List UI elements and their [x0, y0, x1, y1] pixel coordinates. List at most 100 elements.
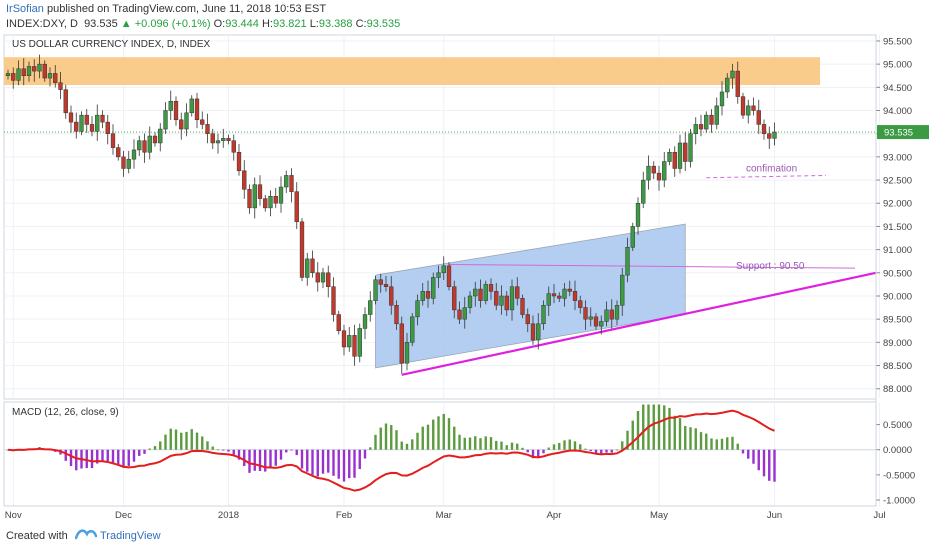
price-chart[interactable]: Nov Dec 2018 Feb Mar Apr May Jun Jul 95.500 95.000… — [0, 34, 932, 522]
candle[interactable] — [709, 109, 714, 133]
candle[interactable] — [315, 262, 320, 292]
candle[interactable] — [100, 110, 105, 129]
candle[interactable] — [126, 150, 131, 174]
candle[interactable] — [215, 133, 221, 154]
candle[interactable] — [273, 187, 278, 209]
candle[interactable] — [242, 160, 247, 199]
candle[interactable] — [16, 60, 21, 86]
candle[interactable] — [714, 97, 719, 130]
candle[interactable] — [11, 67, 16, 89]
candle[interactable] — [467, 291, 473, 314]
candle[interactable] — [525, 308, 530, 333]
candle[interactable] — [725, 73, 730, 98]
candle[interactable] — [441, 256, 446, 280]
candle[interactable] — [504, 291, 509, 316]
candle[interactable] — [184, 103, 189, 137]
candle[interactable] — [588, 307, 593, 327]
candle[interactable] — [462, 296, 467, 329]
candle[interactable] — [263, 194, 268, 212]
candle[interactable] — [751, 97, 756, 116]
candle[interactable] — [357, 323, 362, 363]
candle[interactable] — [583, 300, 588, 330]
candle[interactable] — [179, 112, 184, 140]
candle[interactable] — [74, 112, 79, 139]
candle[interactable] — [152, 132, 158, 147]
candle[interactable] — [68, 105, 74, 133]
candle[interactable] — [336, 310, 341, 335]
candle[interactable] — [158, 123, 163, 152]
candle[interactable] — [347, 327, 352, 352]
candle[interactable] — [693, 117, 698, 145]
candle[interactable] — [756, 99, 761, 134]
candle[interactable] — [735, 61, 740, 104]
candle[interactable] — [572, 280, 578, 311]
candle[interactable] — [189, 95, 194, 117]
candle[interactable] — [47, 67, 53, 87]
candle[interactable] — [446, 262, 452, 291]
candle[interactable] — [362, 307, 368, 340]
candle[interactable] — [284, 170, 289, 194]
candle[interactable] — [746, 99, 751, 124]
candle[interactable] — [299, 218, 305, 282]
candle[interactable] — [688, 128, 693, 168]
candle[interactable] — [452, 280, 457, 319]
candle[interactable] — [168, 90, 173, 121]
candle[interactable] — [310, 250, 315, 278]
candle[interactable] — [578, 295, 583, 314]
candle[interactable] — [425, 280, 431, 308]
candle[interactable] — [772, 122, 777, 146]
candle[interactable] — [620, 267, 625, 316]
candle[interactable] — [761, 119, 767, 140]
candle[interactable] — [58, 72, 63, 100]
candle[interactable] — [662, 152, 667, 188]
candle[interactable] — [562, 283, 567, 307]
candle[interactable] — [389, 276, 394, 315]
candle[interactable] — [210, 128, 215, 149]
candle[interactable] — [483, 280, 488, 305]
candle[interactable] — [520, 294, 525, 319]
candle[interactable] — [89, 116, 95, 137]
candle[interactable] — [698, 114, 704, 137]
candle[interactable] — [488, 278, 494, 300]
tradingview-brand[interactable]: TradingView — [100, 530, 161, 542]
candle[interactable] — [541, 300, 546, 330]
tradingview-logo-icon[interactable] — [75, 527, 97, 541]
candle[interactable] — [509, 279, 515, 321]
candle[interactable] — [231, 134, 236, 161]
candle[interactable] — [641, 171, 646, 209]
candle[interactable] — [651, 161, 656, 180]
candle[interactable] — [415, 294, 420, 326]
candle[interactable] — [683, 132, 688, 172]
candle[interactable] — [142, 133, 147, 163]
candle[interactable] — [331, 277, 336, 322]
candle[interactable] — [226, 134, 231, 145]
candle[interactable] — [32, 59, 37, 82]
candle[interactable] — [221, 128, 226, 148]
candle[interactable] — [105, 114, 110, 145]
candle[interactable] — [536, 313, 541, 350]
candle[interactable] — [730, 63, 735, 89]
candle[interactable] — [326, 265, 331, 298]
candle[interactable] — [383, 276, 389, 292]
candle[interactable] — [268, 190, 273, 217]
candle[interactable] — [431, 272, 436, 305]
candle[interactable] — [42, 60, 47, 82]
candle[interactable] — [551, 284, 557, 304]
candle[interactable] — [546, 286, 551, 316]
candle[interactable] — [767, 126, 772, 149]
candle[interactable] — [530, 315, 536, 345]
candle[interactable] — [567, 280, 572, 297]
candle[interactable] — [37, 54, 42, 79]
candle[interactable] — [121, 150, 126, 177]
candle[interactable] — [394, 300, 399, 330]
candle[interactable] — [247, 184, 252, 214]
candle[interactable] — [677, 134, 683, 174]
candle[interactable] — [593, 313, 599, 330]
candle[interactable] — [305, 252, 310, 286]
candle[interactable] — [630, 222, 635, 252]
candle[interactable] — [656, 165, 662, 191]
candle[interactable] — [672, 146, 677, 177]
candle[interactable] — [604, 301, 609, 327]
candle[interactable] — [368, 291, 373, 322]
candle[interactable] — [289, 168, 294, 203]
